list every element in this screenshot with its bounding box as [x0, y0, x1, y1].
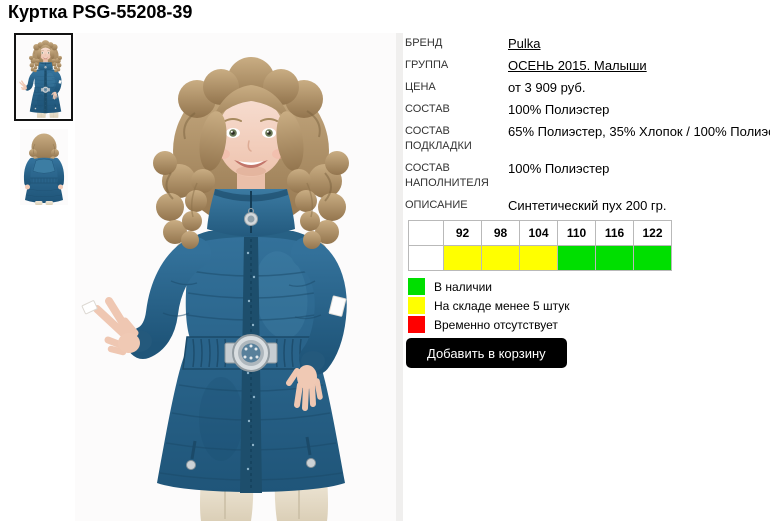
size-header-row: 92 98 104 110 116 122 — [408, 220, 672, 246]
spec-label: СОСТАВ ПОДКЛАДКИ — [405, 125, 472, 152]
product-details: БРЕНД Pulka ГРУППА ОСЕНЬ 2015. Малыши ЦЕ… — [405, 36, 770, 368]
size-availability-row — [408, 245, 672, 271]
spec-label: ЦЕНА — [405, 81, 436, 93]
size-availability-cell — [633, 245, 672, 271]
size-column-header: 122 — [633, 220, 672, 246]
size-availability-cell — [595, 245, 634, 271]
legend-label: В наличии — [434, 279, 493, 294]
size-column-header: 92 — [443, 220, 482, 246]
size-column-header: 98 — [481, 220, 520, 246]
composition-value: 100% Полиэстер — [508, 102, 610, 117]
size-corner-cell — [408, 245, 444, 271]
spec-row-composition: СОСТАВ 100% Полиэстер — [405, 102, 770, 117]
group-link[interactable]: ОСЕНЬ 2015. Малыши — [508, 58, 647, 73]
size-column-header: 110 — [557, 220, 596, 246]
spec-label: ГРУППА — [405, 59, 449, 71]
spec-label: БРЕНД — [405, 37, 443, 49]
size-column-header: 104 — [519, 220, 558, 246]
size-corner-cell — [408, 220, 444, 246]
description-value: Синтетический пух 200 гр. — [508, 198, 667, 213]
size-availability-cell — [481, 245, 520, 271]
legend-item-low-stock: На складе менее 5 штук — [408, 297, 770, 314]
size-availability-table: 92 98 104 110 116 122 — [408, 220, 672, 271]
legend-item-out-of-stock: Временно отсутствует — [408, 316, 770, 333]
legend-item-in-stock: В наличии — [408, 278, 770, 295]
spec-label: СОСТАВ — [405, 103, 450, 115]
brand-link[interactable]: Pulka — [508, 36, 541, 51]
spec-label: ОПИСАНИЕ — [405, 199, 468, 211]
spec-label: СОСТАВ НАПОЛНИТЕЛЯ — [405, 162, 489, 189]
spec-row-brand: БРЕНД Pulka — [405, 36, 770, 51]
size-availability-cell — [443, 245, 482, 271]
out-of-stock-swatch — [408, 316, 425, 333]
lining-value: 65% Полиэстер, 35% Хлопок / 100% Полиэст… — [508, 124, 770, 139]
add-to-cart-button[interactable]: Добавить в корзину — [406, 338, 567, 368]
filler-value: 100% Полиэстер — [508, 161, 610, 176]
thumbnail-back-image — [20, 129, 68, 205]
spec-row-price: ЦЕНА от 3 909 руб. — [405, 80, 770, 95]
size-column-header: 116 — [595, 220, 634, 246]
availability-legend: В наличии На складе менее 5 штук Временн… — [408, 278, 770, 333]
spec-row-group: ГРУППА ОСЕНЬ 2015. Малыши — [405, 58, 770, 73]
thumbnail-front-image — [16, 35, 71, 119]
size-availability-cell — [519, 245, 558, 271]
low-stock-swatch — [408, 297, 425, 314]
page-title: Куртка PSG-55208-39 — [8, 2, 193, 22]
size-availability-cell — [557, 245, 596, 271]
legend-label: Временно отсутствует — [434, 317, 558, 332]
product-photo — [75, 33, 403, 521]
legend-label: На складе менее 5 штук — [434, 298, 570, 313]
spec-row-filler: СОСТАВ НАПОЛНИТЕЛЯ 100% Полиэстер — [405, 161, 770, 191]
spec-row-lining: СОСТАВ ПОДКЛАДКИ 65% Полиэстер, 35% Хлоп… — [405, 124, 770, 154]
product-photo-image — [75, 33, 403, 521]
spec-row-description: ОПИСАНИЕ Синтетический пух 200 гр. — [405, 198, 770, 213]
price-value: от 3 909 руб. — [508, 80, 586, 95]
gallery-thumbnail-back[interactable] — [20, 129, 68, 205]
gallery-thumbnail-front[interactable] — [14, 33, 73, 121]
in-stock-swatch — [408, 278, 425, 295]
